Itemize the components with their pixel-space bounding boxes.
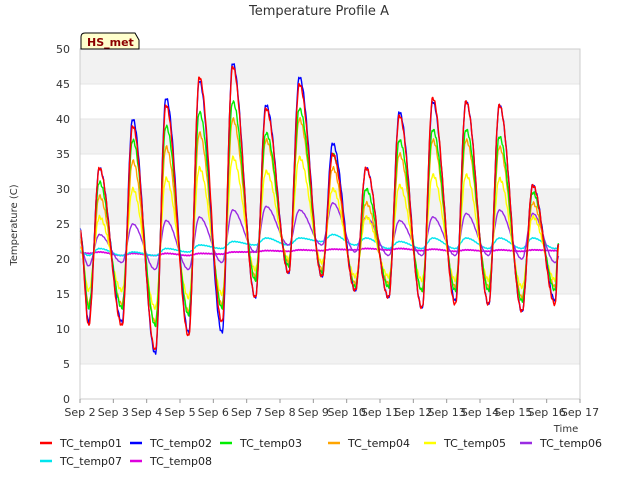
- legend-label: TC_temp02: [149, 437, 212, 450]
- legend-item-tc_temp01: TC_temp01: [40, 437, 122, 450]
- x-tick-label: Sep 3: [98, 406, 129, 419]
- x-tick-label: Sep 9: [298, 406, 329, 419]
- legend-item-tc_temp02: TC_temp02: [130, 437, 212, 450]
- legend-item-tc_temp03: TC_temp03: [220, 437, 302, 450]
- x-tick-label: Sep 16: [528, 406, 566, 419]
- grid-band: [80, 49, 580, 84]
- legend-item-tc_temp04: TC_temp04: [328, 437, 410, 450]
- x-tick-label: Sep 15: [494, 406, 532, 419]
- x-tick-label: Sep 8: [264, 406, 295, 419]
- y-tick-label: 15: [56, 288, 70, 301]
- x-tick-label: Sep 7: [231, 406, 262, 419]
- y-tick-labels: 0 5 10 15 20 25 30 35 40 45 50: [56, 43, 70, 406]
- x-tick-label: Sep 13: [428, 406, 466, 419]
- grid-band: [80, 329, 580, 364]
- x-tick-label: Sep 4: [131, 406, 162, 419]
- x-tick-label: Sep 2: [64, 406, 95, 419]
- legend-label: TC_temp01: [59, 437, 122, 450]
- legend: TC_temp01 TC_temp02 TC_temp03 TC_temp04 TC_t…: [40, 437, 602, 468]
- grid-band: [80, 259, 580, 294]
- legend-item-tc_temp07: TC_temp07: [40, 455, 122, 468]
- axes: [79, 48, 581, 400]
- y-tick-label: 0: [63, 393, 70, 406]
- series-line-tc_temp01: [79, 65, 560, 351]
- x-tick-label: Sep 6: [198, 406, 229, 419]
- series-layer: [79, 63, 560, 355]
- y-tick-label: 35: [56, 148, 70, 161]
- x-tick-label: Sep 5: [164, 406, 195, 419]
- plot-background: [80, 48, 580, 400]
- legend-label: TC_temp05: [443, 437, 506, 450]
- y-tick-label: 5: [63, 358, 70, 371]
- legend-label: TC_temp08: [149, 455, 212, 468]
- y-tick-label: 25: [56, 218, 70, 231]
- y-tick-label: 40: [56, 113, 70, 126]
- badge-label: HS_met: [87, 36, 134, 49]
- x-tick-label: Sep 11: [361, 406, 399, 419]
- legend-label: TC_temp06: [539, 437, 602, 450]
- y-axis-label: Temperature (C): [9, 184, 20, 266]
- y-tick-label: 20: [56, 253, 70, 266]
- y-tick-label: 45: [56, 78, 70, 91]
- legend-item-tc_temp05: TC_temp05: [424, 437, 506, 450]
- x-tick-label: Sep 14: [461, 406, 499, 419]
- x-tick-labels: Sep 2 Sep 3 Sep 4 Sep 5 Sep 6 Sep 7 Sep 8 Sep 9…: [64, 399, 599, 419]
- legend-label: TC_temp07: [59, 455, 122, 468]
- hs-met-badge: HS_met: [80, 32, 140, 50]
- plot-frame: [79, 48, 581, 400]
- legend-item-tc_temp08: TC_temp08: [130, 455, 212, 468]
- legend-label: TC_temp03: [239, 437, 302, 450]
- y-tick-label: 10: [56, 323, 70, 336]
- legend-item-tc_temp06: TC_temp06: [520, 437, 602, 450]
- x-tick-label: Sep 17: [561, 406, 599, 419]
- x-tick-label: Sep 12: [394, 406, 432, 419]
- chart-title: Temperature Profile A: [248, 4, 389, 19]
- x-tick-label: Sep 10: [328, 406, 366, 419]
- legend-label: TC_temp04: [347, 437, 410, 450]
- x-axis-label: Time: [553, 424, 578, 435]
- y-tick-label: 50: [56, 43, 70, 56]
- y-tick-label: 30: [56, 183, 70, 196]
